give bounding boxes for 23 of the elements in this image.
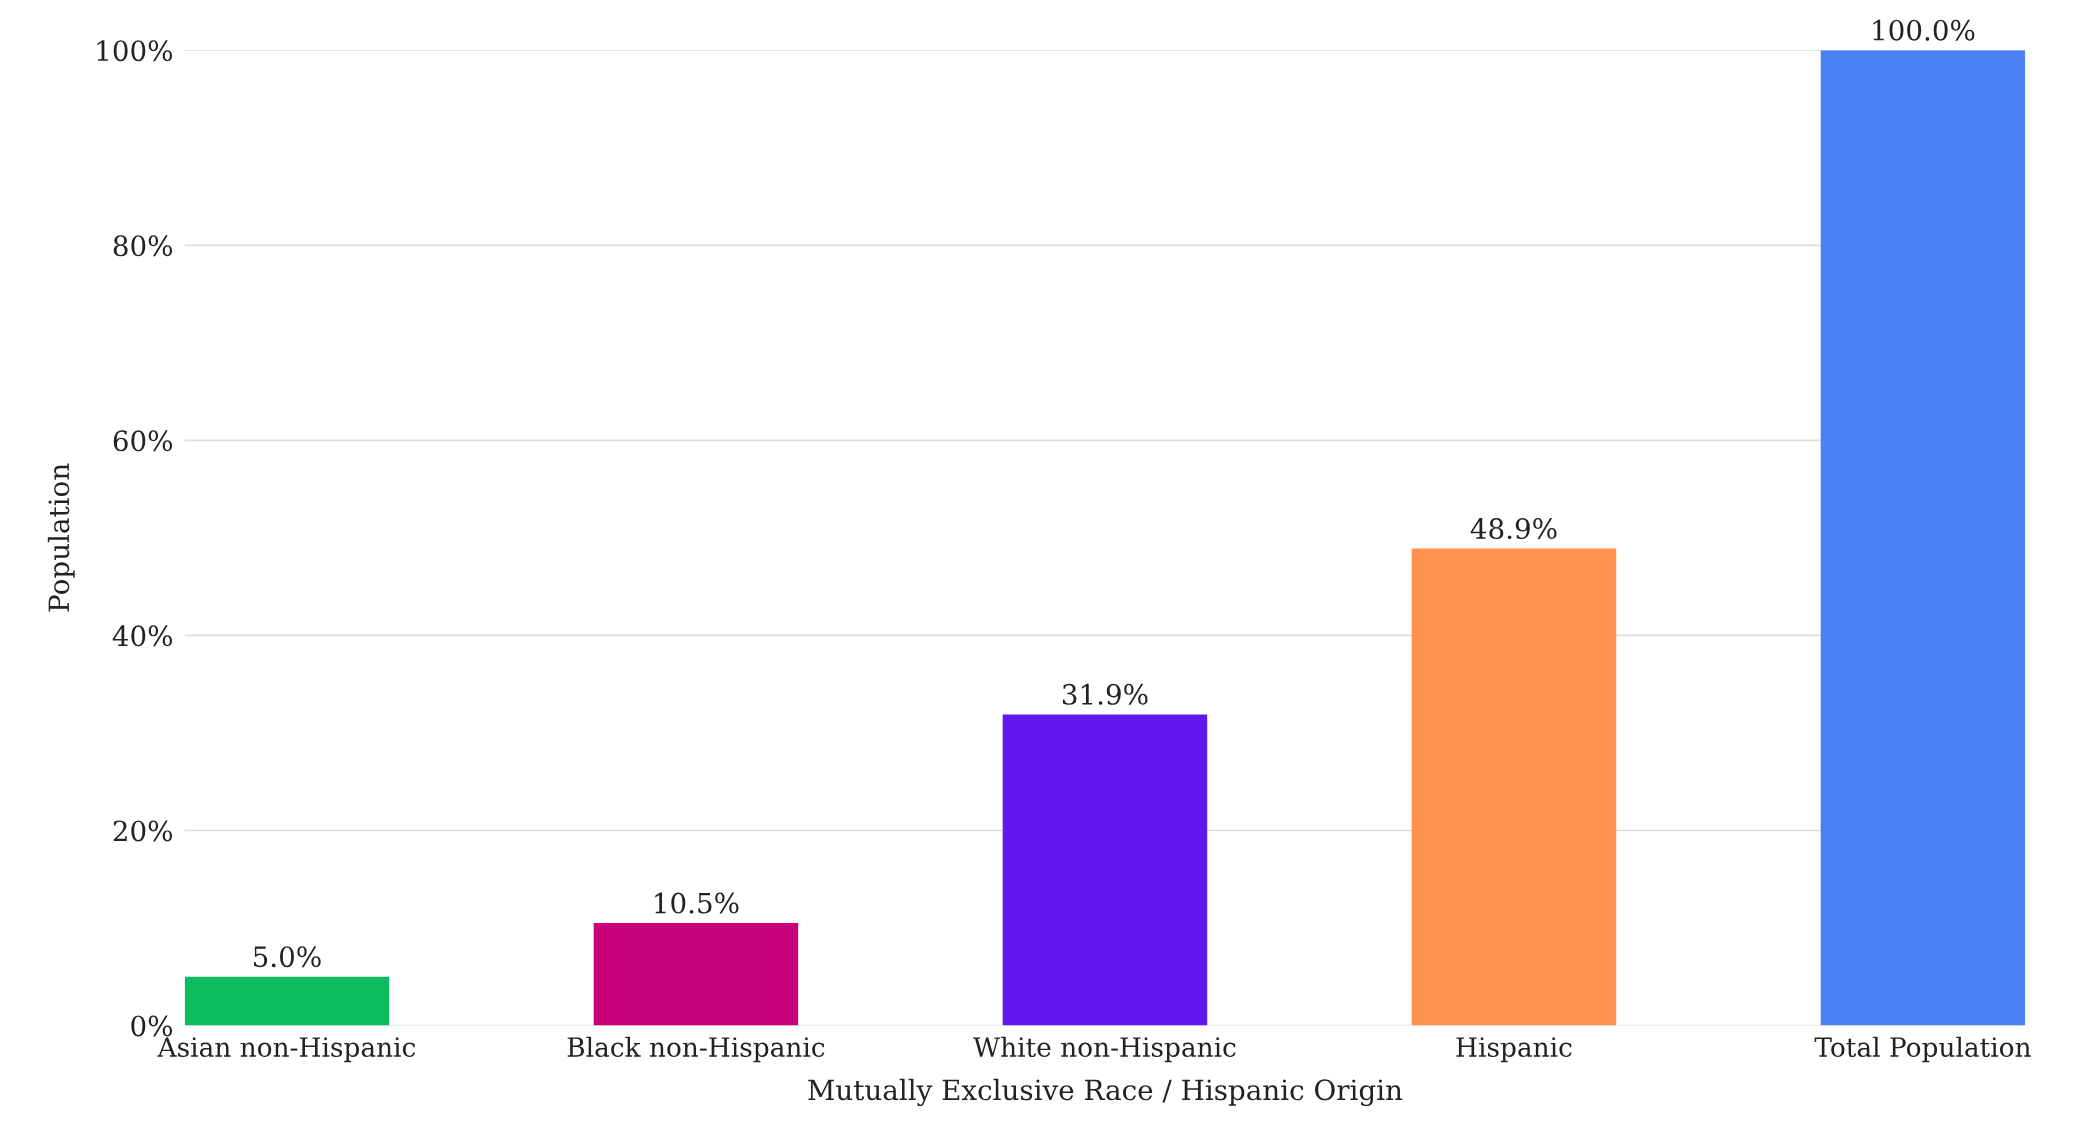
y-axis-title: Population: [47, 463, 75, 612]
data-label: 48.9%: [1470, 518, 1557, 540]
y-tick-label: 80%: [113, 235, 173, 257]
y-tick-label: 0%: [131, 1015, 173, 1037]
bar: [593, 923, 799, 1026]
x-tick-label: Hispanic: [1456, 1037, 1572, 1063]
bar: [1002, 714, 1208, 1026]
x-axis-title: Mutually Exclusive Race / Hispanic Origin: [808, 1078, 1403, 1107]
x-tick-label: Black non-Hispanic: [567, 1036, 825, 1063]
bar: [1411, 548, 1617, 1026]
data-label: 31.9%: [1062, 683, 1148, 705]
data-label: 5.0%: [254, 946, 321, 968]
data-label: 100.0%: [1873, 19, 1975, 41]
x-tick-label: White non-Hispanic: [973, 1036, 1236, 1063]
bar: [184, 976, 390, 1026]
y-tick-label: 100%: [97, 40, 173, 62]
data-label: 10.5%: [655, 892, 739, 914]
x-tick-label: Total Population: [1814, 1036, 2031, 1063]
y-tick-label: 20%: [113, 820, 173, 842]
y-tick-label: 40%: [112, 625, 173, 647]
x-tick-label: Asian non-Hispanic: [157, 1037, 416, 1063]
bar: [1820, 50, 2026, 1026]
y-tick-label: 60%: [113, 430, 173, 452]
